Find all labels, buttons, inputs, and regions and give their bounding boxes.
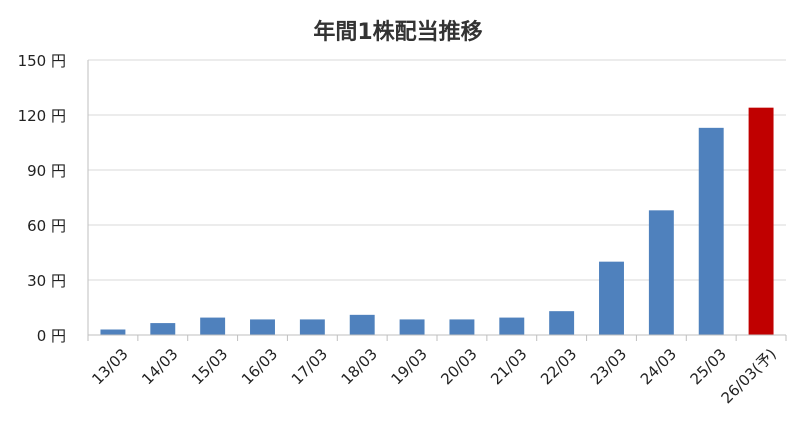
x-tick-label: 18/03: [338, 345, 381, 388]
bar: [599, 261, 624, 335]
bar: [100, 329, 126, 335]
x-tick-label: 20/03: [437, 345, 480, 388]
x-tick-label: 15/03: [188, 345, 231, 388]
bar: [200, 317, 226, 335]
y-tick-label: 90 円: [27, 162, 66, 180]
x-tick-label: 17/03: [288, 345, 331, 388]
bar: [698, 127, 724, 335]
x-tick-label: 19/03: [388, 345, 431, 388]
bar: [349, 314, 375, 335]
x-tick-label: 24/03: [637, 345, 680, 388]
bar: [399, 319, 425, 335]
y-tick-label: 0 円: [37, 327, 66, 345]
y-tick-label: 30 円: [27, 272, 66, 290]
x-axis-tick-marks: [87, 335, 787, 341]
bar: [449, 319, 475, 335]
y-axis-tick-labels: 0 円 30 円 60 円 90 円 120 円 150 円: [18, 52, 66, 345]
chart-title: 年間1株配当推移: [313, 20, 483, 45]
gridlines: [88, 59, 786, 281]
x-tick-label: 23/03: [587, 345, 630, 388]
bar: [499, 317, 525, 335]
x-tick-label: 13/03: [88, 345, 131, 388]
bar: [299, 319, 325, 335]
x-tick-label: 16/03: [238, 345, 281, 388]
bar: [648, 210, 674, 335]
x-tick-label: 14/03: [138, 345, 181, 388]
y-tick-label: 150 円: [18, 52, 66, 70]
bar: [150, 323, 176, 335]
x-tick-label: 22/03: [537, 345, 580, 388]
x-tick-label: 26/03(予): [718, 345, 780, 407]
bars: [100, 107, 774, 336]
x-tick-label: 21/03: [487, 345, 530, 388]
y-tick-label: 120 円: [18, 107, 66, 125]
y-tick-label: 60 円: [27, 217, 66, 235]
x-tick-label: 25/03: [687, 345, 730, 388]
bar: [250, 319, 275, 335]
x-axis-tick-labels: 13/03 14/03 15/03 16/03 17/03 18/03 19/03 20/03…: [88, 345, 779, 407]
bar: [748, 107, 774, 336]
bar: [549, 311, 575, 335]
